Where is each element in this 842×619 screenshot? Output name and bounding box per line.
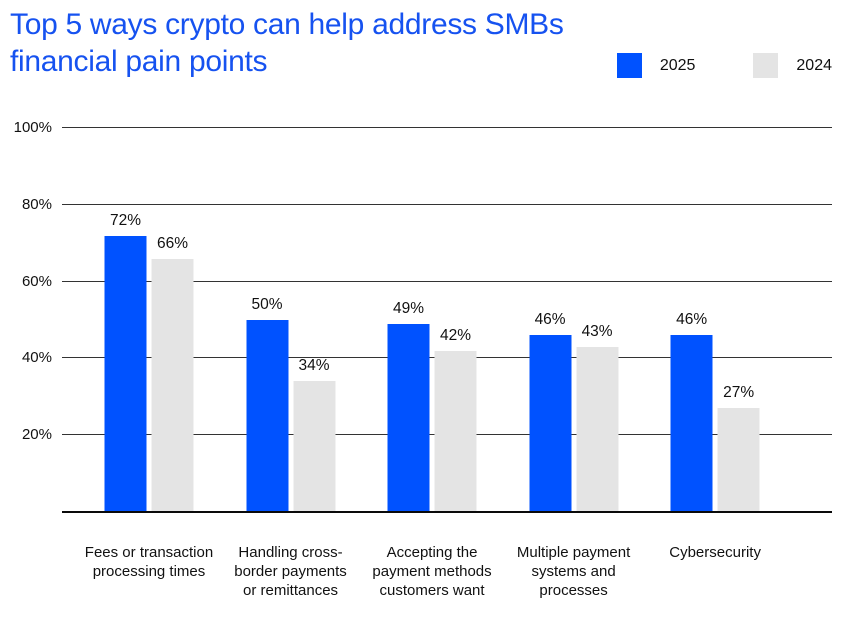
legend-swatch-2024 bbox=[753, 53, 779, 78]
x-axis-line bbox=[62, 511, 832, 513]
legend-item-2025: 2025 bbox=[616, 53, 696, 78]
bar-column-2024: 34% bbox=[293, 357, 336, 512]
bar-value-label: 66% bbox=[156, 234, 189, 252]
x-axis-label: Accepting the payment methods customers … bbox=[372, 544, 492, 599]
bar-value-label: 42% bbox=[440, 326, 472, 344]
bar-value-label: 46% bbox=[676, 311, 708, 329]
bar-2024 bbox=[293, 381, 336, 512]
x-axis-labels: Fees or transaction processing times Hand… bbox=[62, 543, 832, 619]
bar-column-2024: 27% bbox=[717, 384, 760, 512]
y-axis-label: 60% bbox=[21, 272, 52, 290]
bar-2024 bbox=[434, 350, 477, 512]
bar-2025 bbox=[387, 323, 430, 512]
x-axis-label: Cybersecurity bbox=[669, 544, 761, 561]
bar-2025 bbox=[670, 335, 713, 512]
legend-label-2024: 2024 bbox=[796, 56, 832, 74]
gridline bbox=[62, 127, 832, 128]
bar-column-2025: 49% bbox=[387, 299, 430, 512]
y-axis-label: 40% bbox=[21, 349, 52, 367]
bar-group: 46% 27% bbox=[670, 311, 760, 512]
bar-value-label: 43% bbox=[581, 322, 613, 340]
bar-group: 46% 43% bbox=[529, 311, 619, 512]
bar-column-2024: 42% bbox=[434, 326, 477, 512]
bar-2025 bbox=[246, 320, 289, 512]
bar-groups: 72% 66% 50% 34% 49% 42% 46% 43% 46% 27% bbox=[62, 128, 832, 512]
x-axis-label: Multiple payment systems and processes bbox=[516, 544, 631, 599]
bar-2025 bbox=[529, 335, 572, 512]
legend-swatch-2025 bbox=[616, 53, 642, 78]
legend: 2025 2024 bbox=[616, 53, 832, 78]
y-axis-label: 100% bbox=[13, 119, 52, 136]
bar-2025 bbox=[104, 235, 147, 512]
legend-item-2024: 2024 bbox=[753, 53, 832, 78]
bar-value-label: 34% bbox=[298, 357, 330, 375]
bar-value-label: 46% bbox=[534, 311, 566, 329]
gridline bbox=[62, 280, 832, 282]
bar-column-2025: 72% bbox=[104, 211, 147, 512]
gridline bbox=[62, 203, 832, 205]
y-axis-label: 20% bbox=[21, 426, 52, 444]
bar-group: 49% 42% bbox=[387, 299, 477, 512]
bar-value-label: 49% bbox=[393, 299, 425, 317]
page-title: Top 5 ways crypto can help address SMBs … bbox=[10, 8, 564, 78]
bar-column-2025: 50% bbox=[246, 296, 289, 512]
bar-group: 72% 66% bbox=[104, 211, 194, 512]
x-axis-label: Handling cross-border payments or remitt… bbox=[234, 544, 347, 599]
bar-column-2025: 46% bbox=[670, 311, 713, 512]
bar-value-label: 27% bbox=[723, 384, 755, 402]
legend-label-2025: 2025 bbox=[659, 56, 696, 74]
bar-group: 50% 34% bbox=[246, 296, 336, 512]
x-axis-label: Fees or transaction processing times bbox=[84, 544, 214, 580]
y-axis-labels: 20% 40% 60% 80% 100% bbox=[0, 0, 52, 619]
bar-value-label: 72% bbox=[109, 211, 142, 229]
bar-column-2025: 46% bbox=[529, 311, 572, 512]
bar-2024 bbox=[717, 408, 760, 512]
y-axis-label: 80% bbox=[21, 195, 52, 213]
bar-2024 bbox=[576, 346, 619, 512]
bar-column-2024: 43% bbox=[576, 322, 619, 512]
bar-value-label: 50% bbox=[251, 296, 283, 313]
bar-2024 bbox=[151, 258, 194, 512]
bar-column-2024: 66% bbox=[151, 234, 194, 512]
plot-area: 72% 66% 50% 34% 49% 42% 46% 43% 46% 27% bbox=[62, 127, 832, 513]
